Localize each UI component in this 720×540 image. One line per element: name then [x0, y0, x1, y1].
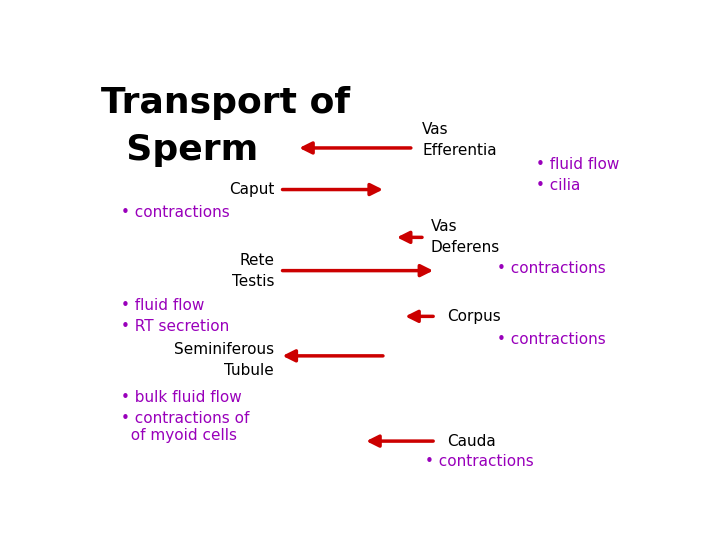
Text: Cauda: Cauda — [447, 434, 496, 449]
Text: Efferentia: Efferentia — [422, 143, 497, 158]
Text: • contractions: • contractions — [425, 454, 534, 469]
Text: Corpus: Corpus — [447, 309, 501, 324]
Text: Vas: Vas — [431, 219, 457, 234]
Text: Caput: Caput — [229, 182, 274, 197]
Text: • contractions: • contractions — [121, 205, 230, 220]
Text: • contractions: • contractions — [498, 261, 606, 276]
Text: • cilia: • cilia — [536, 178, 581, 193]
Text: • contractions: • contractions — [498, 332, 606, 347]
Text: of myoid cells: of myoid cells — [121, 428, 237, 443]
Text: Seminiferous: Seminiferous — [174, 342, 274, 357]
Text: Vas: Vas — [422, 122, 449, 137]
Text: • bulk fluid flow: • bulk fluid flow — [121, 390, 241, 405]
Text: Tubule: Tubule — [225, 363, 274, 378]
Text: Transport of: Transport of — [101, 85, 351, 119]
Text: • RT secretion: • RT secretion — [121, 319, 229, 334]
Text: • fluid flow: • fluid flow — [121, 299, 204, 313]
Text: • contractions of: • contractions of — [121, 411, 249, 426]
Text: • fluid flow: • fluid flow — [536, 157, 620, 172]
Text: Testis: Testis — [232, 274, 274, 288]
Text: Rete: Rete — [239, 253, 274, 268]
Text: Deferens: Deferens — [431, 240, 500, 255]
Text: Sperm: Sperm — [101, 133, 258, 167]
